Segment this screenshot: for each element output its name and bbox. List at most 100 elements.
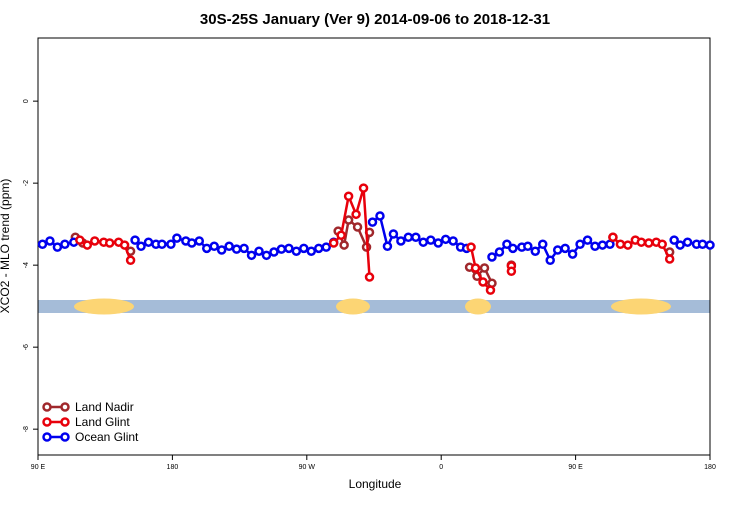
y-tick-label: -4 xyxy=(23,262,30,268)
point xyxy=(313,243,324,254)
point xyxy=(478,277,488,287)
point xyxy=(479,263,490,273)
point xyxy=(209,241,219,252)
y-tick-label: -8 xyxy=(23,426,30,432)
point xyxy=(615,239,626,249)
point xyxy=(552,245,563,255)
land-mask-band xyxy=(38,300,710,313)
point xyxy=(321,242,331,252)
point xyxy=(52,242,63,252)
point xyxy=(636,237,647,247)
series-line xyxy=(79,187,671,292)
point xyxy=(487,252,497,262)
point xyxy=(523,241,533,252)
point xyxy=(440,234,451,245)
point xyxy=(382,241,393,252)
point xyxy=(104,238,115,248)
y-tick-label: 0 xyxy=(23,99,30,103)
point xyxy=(530,246,541,256)
x-tick-label: 180 xyxy=(704,464,716,471)
point xyxy=(328,238,339,248)
point xyxy=(403,232,414,243)
point xyxy=(166,239,176,249)
point xyxy=(675,240,685,250)
point xyxy=(336,230,346,240)
point xyxy=(75,235,85,245)
point xyxy=(254,246,264,256)
point xyxy=(201,243,212,254)
point xyxy=(682,237,693,247)
y-axis-label: XCO2 - MLO trend (ppm) xyxy=(0,179,12,314)
land-mask xyxy=(611,298,671,315)
legend-marker xyxy=(60,417,70,427)
point xyxy=(261,250,272,261)
point xyxy=(157,239,167,249)
x-tick-label: 90 E xyxy=(568,464,583,471)
point xyxy=(37,239,48,249)
point xyxy=(351,209,361,220)
point xyxy=(45,236,55,246)
y-tick-label: -2 xyxy=(23,180,30,186)
point xyxy=(508,243,518,254)
x-tick-label: 90 W xyxy=(299,464,316,471)
point xyxy=(352,222,363,232)
legend-marker xyxy=(42,432,52,442)
point xyxy=(136,241,146,252)
legend-marker xyxy=(42,402,52,412)
point xyxy=(269,247,279,257)
point xyxy=(575,239,585,249)
point xyxy=(644,238,654,248)
legend-label: Ocean Glint xyxy=(75,430,139,444)
land-mask xyxy=(465,298,491,315)
point xyxy=(582,235,593,245)
point xyxy=(669,235,679,245)
point xyxy=(82,240,93,250)
point xyxy=(239,243,249,254)
point xyxy=(246,250,257,261)
legend-marker xyxy=(60,402,70,412)
legend-marker xyxy=(42,417,52,427)
point xyxy=(125,255,136,265)
point xyxy=(705,240,715,250)
point xyxy=(284,243,294,254)
point xyxy=(623,240,633,250)
point xyxy=(130,235,140,245)
point xyxy=(448,236,458,246)
point xyxy=(608,232,618,243)
point xyxy=(194,236,205,246)
point xyxy=(597,240,608,250)
point xyxy=(60,239,70,249)
x-tick-label: 180 xyxy=(167,464,179,471)
point xyxy=(697,239,708,249)
point xyxy=(411,232,421,243)
point xyxy=(358,183,369,193)
point xyxy=(664,254,675,264)
point xyxy=(224,241,234,252)
point xyxy=(506,266,517,277)
point xyxy=(657,239,667,249)
point xyxy=(143,237,154,247)
legend-marker xyxy=(60,432,70,442)
point xyxy=(231,244,242,254)
point xyxy=(418,237,429,247)
point xyxy=(276,244,287,254)
land-mask xyxy=(74,298,134,315)
point xyxy=(343,215,354,225)
x-tick-label: 90 E xyxy=(31,464,46,471)
point xyxy=(216,245,227,255)
point xyxy=(364,272,375,282)
point xyxy=(537,239,548,249)
point xyxy=(339,240,349,250)
point xyxy=(590,241,600,252)
point xyxy=(545,255,555,265)
point xyxy=(367,217,378,227)
point xyxy=(560,243,570,254)
chart-title: 30S-25S January (Ver 9) 2014-09-06 to 20… xyxy=(200,11,550,28)
point xyxy=(119,240,130,250)
point xyxy=(375,211,385,221)
point xyxy=(502,239,512,249)
x-axis-label: Longitude xyxy=(349,477,402,491)
point xyxy=(396,236,406,246)
